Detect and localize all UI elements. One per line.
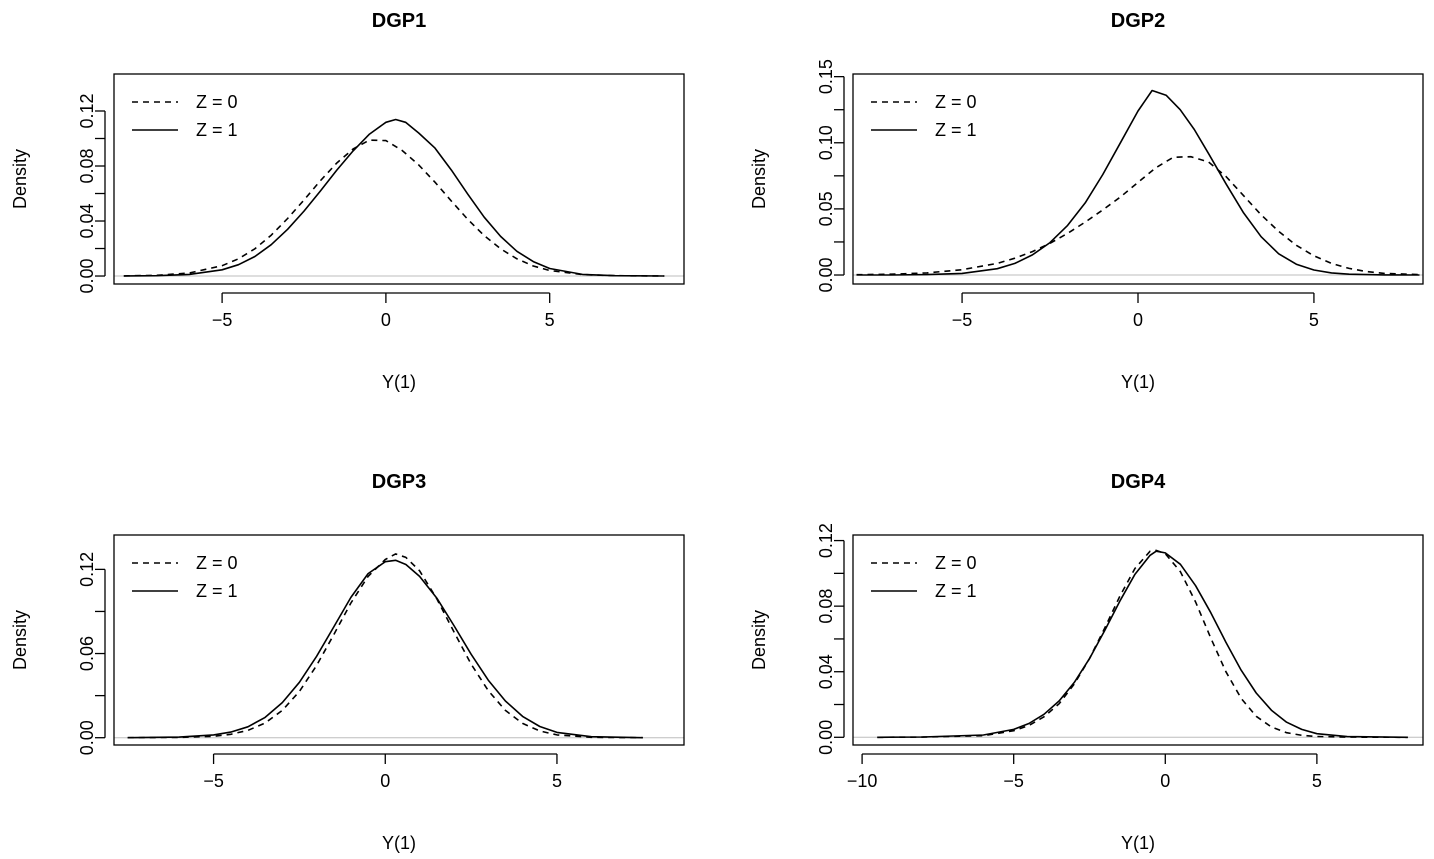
legend-label: Z = 1	[196, 120, 238, 140]
y-axis-label: Density	[10, 149, 30, 209]
y-tick-label: 0.00	[816, 257, 836, 292]
y-tick-label: 0.00	[816, 720, 836, 755]
x-tick-label: −5	[203, 771, 224, 791]
plot-border	[852, 73, 1424, 285]
plot-border	[113, 73, 685, 285]
x-tick-label: 5	[1309, 310, 1319, 330]
series-line-z1	[123, 118, 665, 277]
chart-panel-4: DGP4 −10 −5 0 5 0.00 0.04 0.08 0.12 Y(1) Density Z …	[749, 471, 1424, 853]
x-axis-label: Y(1)	[1121, 372, 1155, 392]
x-tick-label: −5	[1003, 771, 1024, 791]
y-tick-label: 0.12	[816, 523, 836, 558]
chart-title: DGP4	[1111, 471, 1166, 493]
plot-border	[852, 534, 1424, 746]
x-tick-label: 0	[381, 310, 391, 330]
x-tick-label: −10	[847, 771, 878, 791]
legend-label: Z = 0	[935, 92, 977, 112]
series-line-z1	[856, 89, 1420, 276]
series-line-z0	[856, 155, 1420, 276]
chart-title: DGP1	[372, 10, 426, 32]
x-tick-label: 0	[1133, 310, 1143, 330]
series-line-z0	[123, 139, 665, 277]
y-tick-label: 0.08	[77, 148, 97, 183]
legend-label: Z = 0	[196, 553, 238, 573]
x-tick-label: −5	[212, 310, 233, 330]
y-tick-label: 0.00	[77, 720, 97, 755]
y-tick-label: 0.06	[77, 636, 97, 671]
chart-title: DGP2	[1111, 10, 1165, 32]
x-axis-label: Y(1)	[382, 372, 416, 392]
y-tick-label: 0.08	[816, 589, 836, 624]
y-tick-label: 0.12	[77, 93, 97, 128]
y-tick-label: 0.12	[77, 552, 97, 587]
series-line-z0	[127, 553, 643, 739]
legend-label: Z = 0	[935, 553, 977, 573]
y-tick-label: 0.15	[816, 59, 836, 94]
x-axis-label: Y(1)	[382, 833, 416, 853]
x-tick-label: 0	[1160, 771, 1170, 791]
y-tick-label: 0.05	[816, 191, 836, 226]
series-line-z0	[877, 549, 1408, 739]
chart-panel-1: DGP1 −5 0 5 0.00 0.04 0.08 0.12 Y(1) Density Z = 0…	[10, 10, 685, 392]
plot-border	[113, 534, 685, 746]
legend: Z = 0 Z = 1	[871, 553, 977, 601]
x-tick-label: 5	[552, 771, 562, 791]
x-tick-label: 0	[380, 771, 390, 791]
y-axis-label: Density	[10, 610, 30, 670]
y-tick-label: 0.00	[77, 259, 97, 294]
y-axis-label: Density	[749, 610, 769, 670]
y-axis-label: Density	[749, 149, 769, 209]
legend: Z = 0 Z = 1	[871, 92, 977, 140]
y-tick-label: 0.10	[816, 125, 836, 160]
legend: Z = 0 Z = 1	[132, 553, 238, 601]
legend-label: Z = 1	[196, 581, 238, 601]
series-line-z1	[127, 559, 643, 739]
x-axis-label: Y(1)	[1121, 833, 1155, 853]
y-tick-label: 0.04	[816, 654, 836, 689]
x-tick-label: 5	[1312, 771, 1322, 791]
legend-label: Z = 0	[196, 92, 238, 112]
series-line-z1	[877, 550, 1408, 739]
legend-label: Z = 1	[935, 120, 977, 140]
legend-label: Z = 1	[935, 581, 977, 601]
y-tick-label: 0.04	[77, 203, 97, 238]
chart-panel-2: DGP2 −5 0 5 0.00 0.05 0.10 0.15 Y(1) Density Z = 0…	[749, 10, 1424, 392]
legend: Z = 0 Z = 1	[132, 92, 238, 140]
x-tick-label: 5	[545, 310, 555, 330]
x-tick-label: −5	[952, 310, 973, 330]
chart-title: DGP3	[372, 471, 426, 493]
